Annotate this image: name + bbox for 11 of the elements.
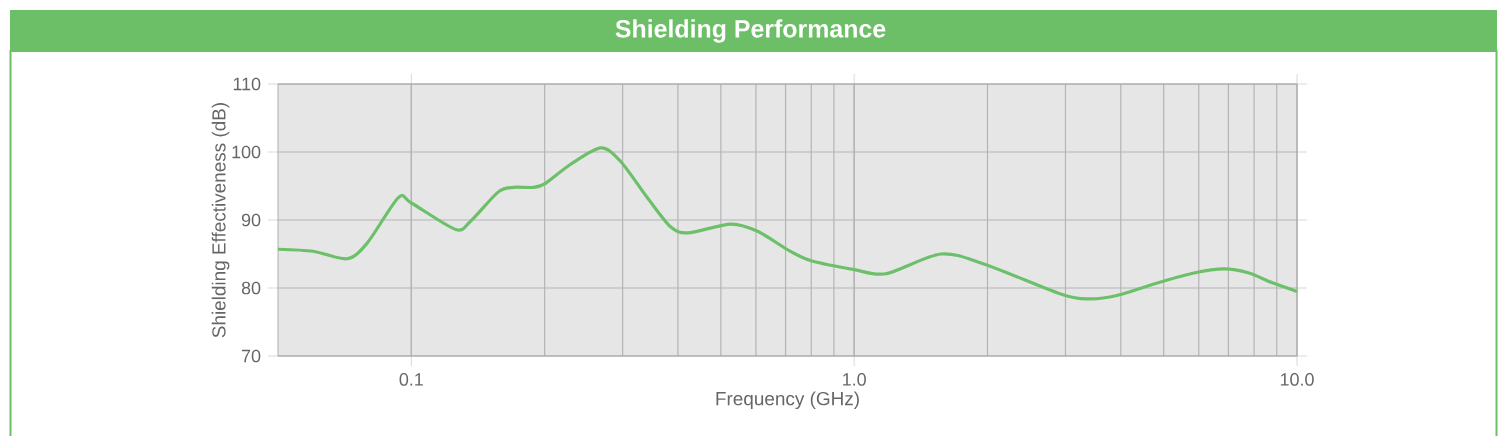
y-tick-label: 90 [241,213,261,227]
y-tick-label: 70 [241,349,261,363]
y-axis-title: Shielding Effectiveness (dB) [211,103,230,338]
y-tick-label: 100 [232,145,261,159]
chart-title: Shielding Performance [615,19,886,43]
y-tick-label: 80 [241,281,261,295]
y-tick-label: 110 [233,77,261,91]
x-tick-label: 1.0 [843,373,866,386]
x-axis-title: Frequency (GHz) [716,391,859,410]
x-tick-label: 10.0 [1280,373,1314,386]
x-tick-label: 0.1 [399,373,423,386]
